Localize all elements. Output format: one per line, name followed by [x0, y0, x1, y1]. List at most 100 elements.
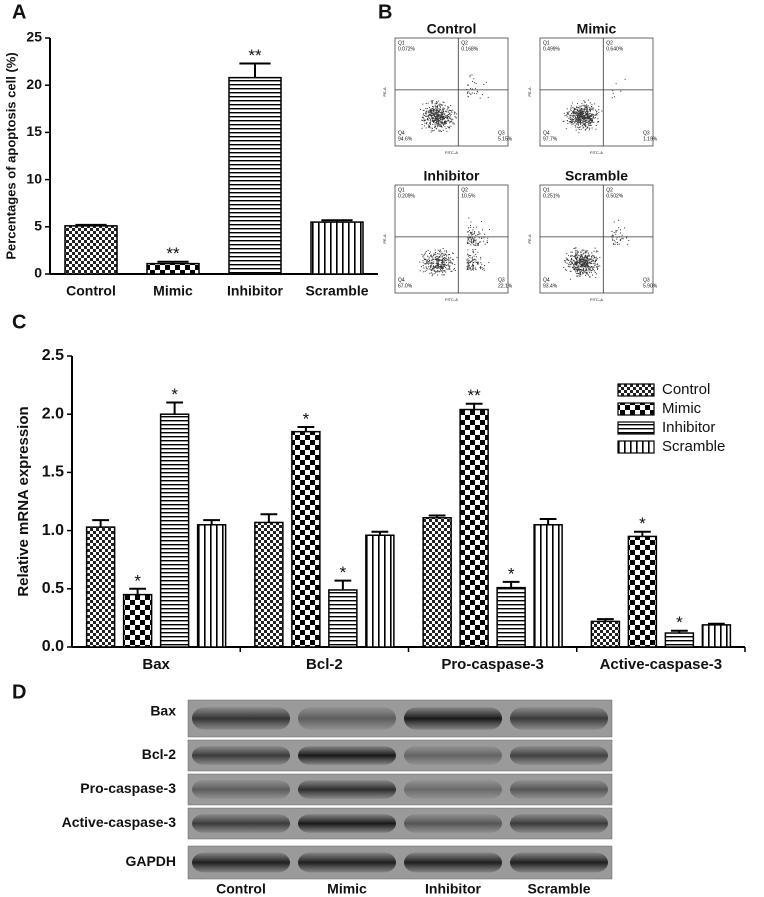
flow-dot: [582, 268, 584, 270]
flow-dot: [621, 237, 623, 239]
flow-dot: [575, 263, 577, 265]
flow-dot: [435, 256, 437, 258]
flow-dot: [475, 259, 477, 261]
flow-dot: [585, 256, 587, 258]
flow-dot: [579, 119, 581, 121]
error-bar: [334, 579, 352, 590]
legend-label: Inhibitor: [662, 419, 715, 436]
flow-dot: [439, 121, 441, 123]
flow-dot: [451, 262, 453, 264]
flow-dot: [579, 274, 581, 276]
flow-dot: [568, 117, 570, 119]
flow-dot: [429, 272, 431, 274]
flow-dot: [475, 256, 477, 258]
flow-dot: [443, 102, 445, 104]
flow-dot: [430, 121, 432, 123]
flow-dot: [468, 92, 470, 94]
flow-dot: [441, 262, 443, 264]
flow-dot: [569, 260, 571, 262]
flow-dot: [612, 242, 614, 244]
flow-dot: [573, 111, 575, 113]
flow-dot: [573, 119, 575, 121]
flow-dot: [581, 273, 583, 275]
flow-dot: [581, 256, 583, 258]
flow-dot: [424, 271, 426, 273]
flow-dot: [581, 265, 583, 267]
flow-dot: [430, 110, 432, 112]
flow-dot: [431, 263, 433, 265]
flow-dot: [593, 114, 595, 116]
flow-dot: [431, 120, 433, 122]
flow-dot: [576, 264, 578, 266]
flow-dot: [442, 123, 444, 125]
flow-dot: [584, 251, 586, 253]
flow-dot: [584, 116, 586, 118]
flow-dot: [566, 116, 568, 118]
flow-dot: [442, 116, 444, 118]
flow-dot: [440, 115, 442, 117]
flow-dot: [475, 239, 477, 241]
bar: [254, 521, 284, 648]
flow-dots: [420, 74, 489, 133]
flow-dot: [581, 109, 583, 111]
flow-dot: [427, 115, 429, 117]
bar: [122, 593, 153, 648]
flow-dot: [443, 258, 445, 260]
y-tick-label: 20: [26, 76, 42, 92]
quadrant-value: 10.5%: [461, 193, 476, 199]
flow-dot: [585, 128, 587, 130]
flow-dot: [570, 262, 572, 264]
flow-dot: [475, 268, 477, 270]
flow-dot: [579, 266, 581, 268]
flow-dot: [435, 122, 437, 124]
flow-dot: [586, 109, 588, 111]
flow-dot: [439, 123, 441, 125]
flow-dot: [454, 112, 456, 114]
flow-dot: [581, 117, 583, 119]
flow-dot: [425, 261, 427, 263]
flow-dot: [431, 127, 433, 129]
flow-dot: [430, 259, 432, 261]
flow-dot: [589, 124, 591, 126]
flow-dot: [424, 122, 426, 124]
flow-dot: [592, 109, 594, 111]
flow-dot: [441, 126, 443, 128]
flow-dot: [431, 100, 433, 102]
flow-dot: [427, 262, 429, 264]
flow-dot: [477, 91, 479, 93]
flow-dot: [579, 269, 581, 271]
flow-dot: [479, 241, 481, 243]
error-bar: [428, 514, 446, 518]
flow-dot: [429, 110, 431, 112]
flow-dot: [437, 262, 439, 264]
flow-dot: [571, 102, 573, 104]
flow-dot: [473, 78, 475, 80]
flow-dot: [419, 270, 421, 272]
flow-dot: [466, 268, 468, 270]
flow-dot: [591, 127, 593, 129]
flow-dot: [579, 255, 581, 257]
flow-dot: [432, 116, 434, 118]
flow-dot: [616, 230, 618, 232]
flow-dot: [588, 259, 590, 261]
flow-dot: [422, 256, 424, 258]
flow-dot: [431, 269, 433, 271]
flow-dot: [581, 263, 583, 265]
flow-dot: [570, 116, 572, 118]
flow-dot: [573, 269, 575, 271]
flow-dot: [581, 112, 583, 114]
flow-dot: [437, 105, 439, 107]
flow-dot: [579, 256, 581, 258]
flow-dot: [442, 266, 444, 268]
flow-dot: [569, 119, 571, 121]
flow-dot: [587, 257, 589, 259]
flow-dot: [453, 267, 455, 269]
flow-dot: [445, 115, 447, 117]
flow-dot: [473, 268, 475, 270]
flow-dot: [597, 263, 599, 265]
flow-dot: [427, 119, 429, 121]
flow-dot: [428, 258, 430, 260]
flow-dot: [592, 108, 594, 110]
flow-dot: [436, 270, 438, 272]
flow-dot: [573, 114, 575, 116]
